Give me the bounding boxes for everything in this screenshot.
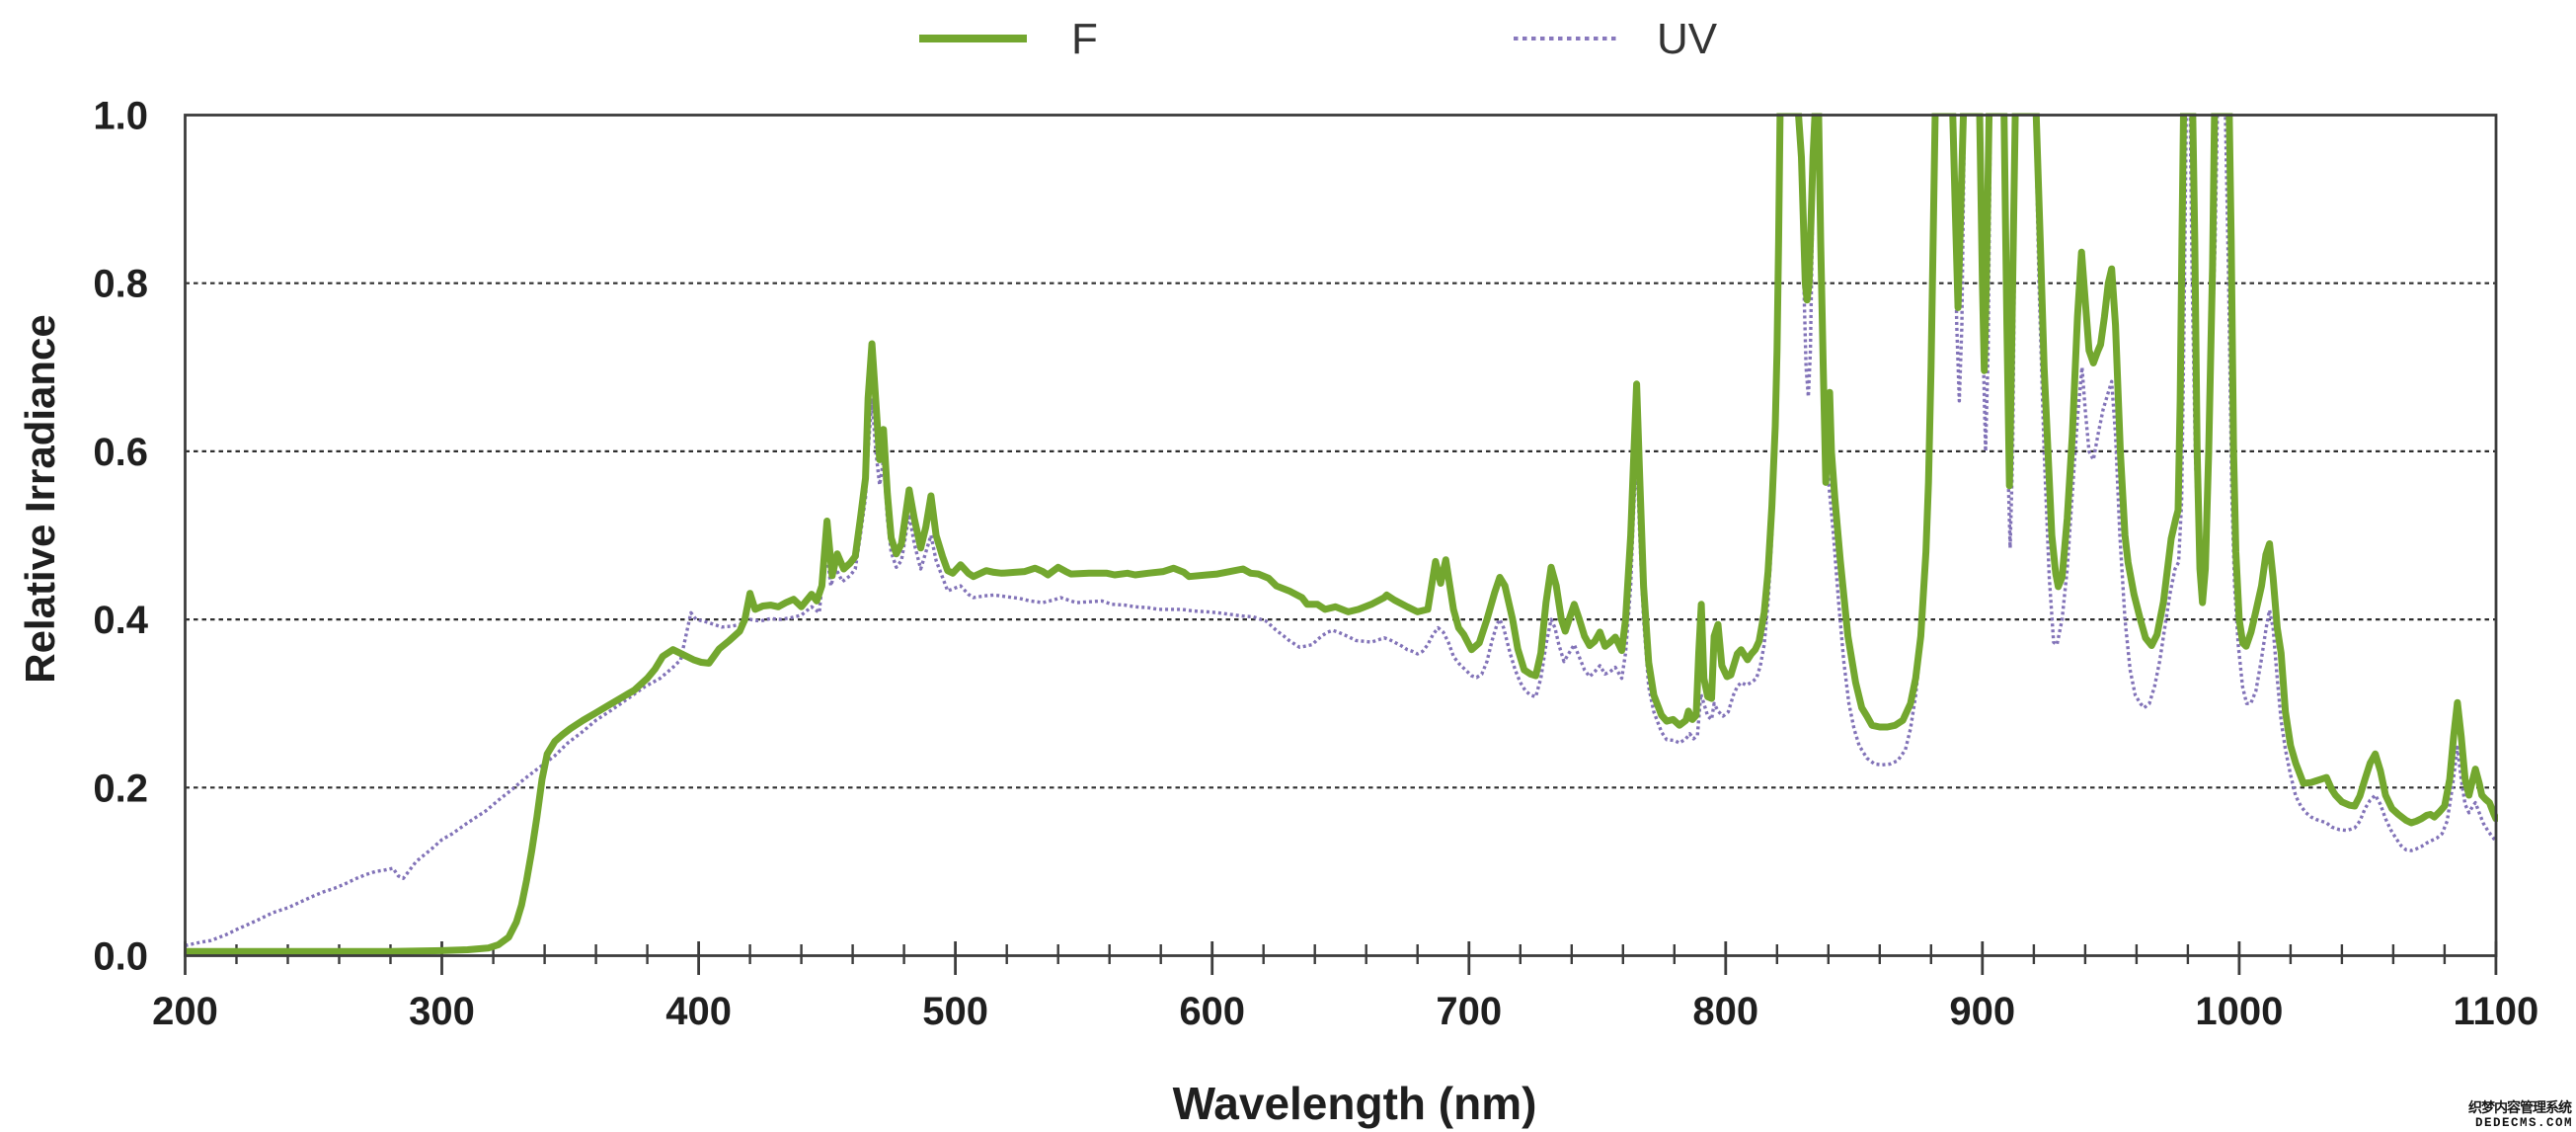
svg-text:1000: 1000 [2195, 990, 2283, 1033]
svg-text:Wavelength (nm): Wavelength (nm) [1173, 1078, 1537, 1129]
svg-text:800: 800 [1692, 990, 1758, 1033]
svg-text:600: 600 [1179, 990, 1245, 1033]
svg-text:0.8: 0.8 [93, 263, 148, 306]
svg-text:900: 900 [1949, 990, 2015, 1033]
svg-text:F: F [1071, 15, 1098, 63]
svg-text:0.0: 0.0 [93, 935, 148, 979]
svg-text:500: 500 [922, 990, 988, 1033]
svg-text:UV: UV [1657, 15, 1718, 63]
svg-text:织梦内容管理系统: 织梦内容管理系统 [2468, 1099, 2572, 1115]
svg-text:700: 700 [1436, 990, 1502, 1033]
svg-text:1100: 1100 [2454, 990, 2539, 1033]
svg-text:0.6: 0.6 [93, 431, 148, 474]
svg-text:Relative Irradiance: Relative Irradiance [17, 314, 63, 684]
svg-text:400: 400 [665, 990, 732, 1033]
svg-text:1.0: 1.0 [93, 95, 148, 138]
svg-text:DEDECMS.COM: DEDECMS.COM [2475, 1116, 2573, 1130]
svg-text:0.4: 0.4 [93, 599, 148, 642]
svg-text:0.2: 0.2 [93, 767, 148, 810]
svg-text:300: 300 [409, 990, 475, 1033]
svg-text:200: 200 [152, 990, 218, 1033]
